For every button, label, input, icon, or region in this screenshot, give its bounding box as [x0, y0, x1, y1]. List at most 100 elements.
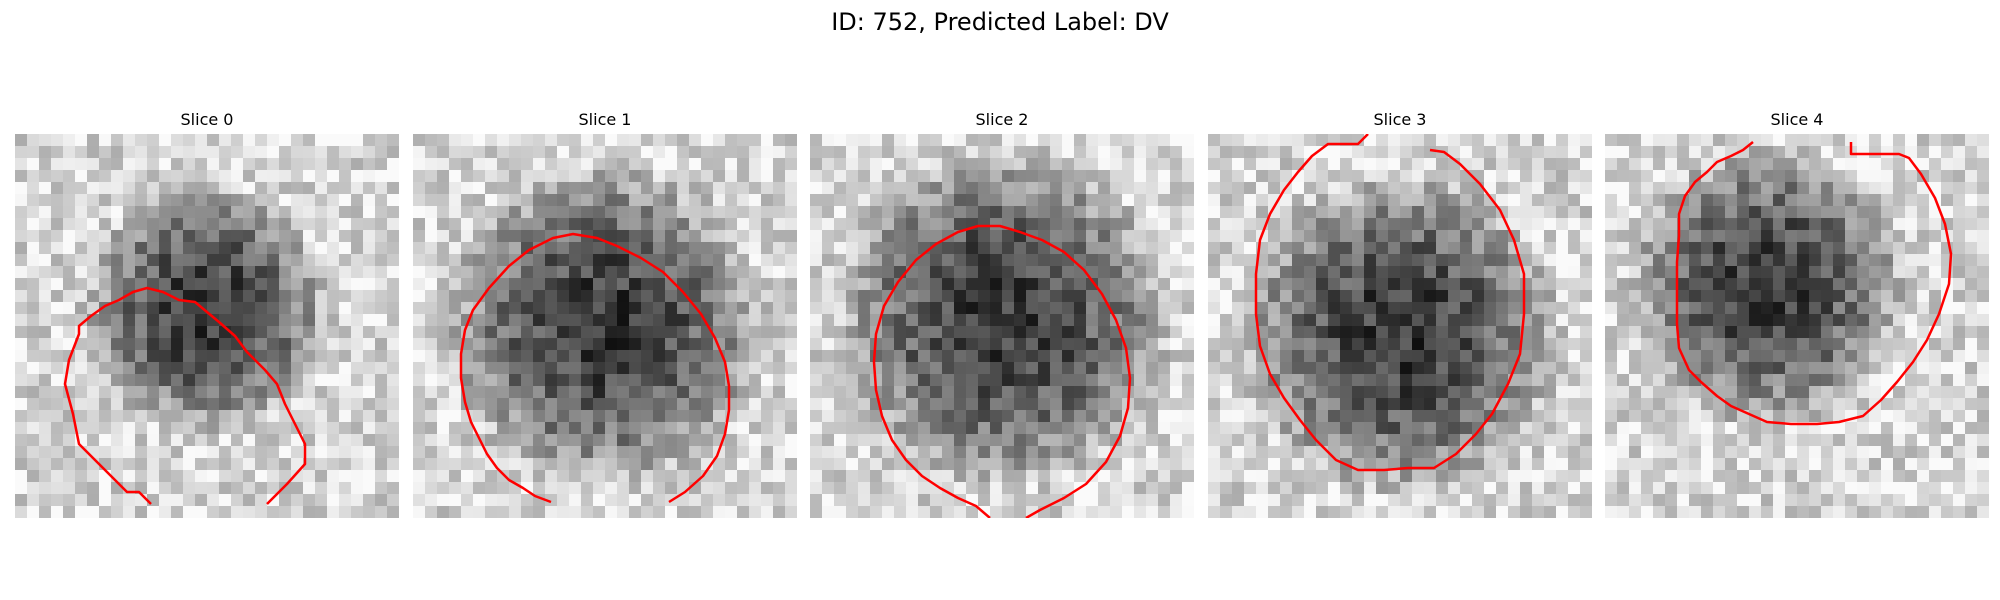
- image-pixel: [1713, 266, 1726, 279]
- image-pixel: [557, 374, 570, 387]
- image-pixel: [882, 482, 895, 495]
- image-pixel: [1893, 290, 1906, 303]
- image-pixel: [713, 230, 726, 243]
- image-pixel: [243, 446, 256, 459]
- image-pixel: [1220, 170, 1233, 183]
- image-pixel: [1014, 494, 1027, 507]
- image-pixel: [713, 362, 726, 375]
- image-pixel: [1568, 218, 1581, 231]
- image-pixel: [1074, 374, 1087, 387]
- image-pixel: [1134, 506, 1147, 518]
- image-pixel: [1713, 230, 1726, 243]
- image-pixel: [1893, 350, 1906, 363]
- image-pixel: [1785, 170, 1798, 183]
- image-pixel: [255, 146, 268, 159]
- image-pixel: [279, 422, 292, 435]
- image-pixel: [954, 506, 967, 518]
- image-pixel: [665, 170, 678, 183]
- image-pixel: [1256, 134, 1269, 147]
- image-pixel: [1460, 302, 1473, 315]
- image-pixel: [882, 254, 895, 267]
- image-pixel: [1544, 482, 1557, 495]
- image-pixel: [1917, 242, 1930, 255]
- image-pixel: [1244, 446, 1257, 459]
- image-pixel: [425, 398, 438, 411]
- image-pixel: [123, 266, 136, 279]
- image-pixel: [785, 350, 797, 363]
- image-pixel: [1737, 206, 1750, 219]
- image-pixel: [569, 170, 582, 183]
- image-pixel: [1182, 458, 1194, 471]
- image-pixel: [1701, 206, 1714, 219]
- image-pixel: [87, 362, 100, 375]
- image-pixel: [725, 422, 738, 435]
- image-pixel: [653, 434, 666, 447]
- image-pixel: [123, 458, 136, 471]
- image-pixel: [159, 446, 172, 459]
- image-pixel: [219, 470, 232, 483]
- image-pixel: [123, 230, 136, 243]
- image-pixel: [533, 170, 546, 183]
- image-pixel: [1653, 350, 1666, 363]
- image-pixel: [1689, 134, 1702, 147]
- image-pixel: [111, 362, 124, 375]
- image-pixel: [990, 470, 1003, 483]
- image-pixel: [689, 170, 702, 183]
- image-pixel: [1845, 350, 1858, 363]
- image-pixel: [1905, 302, 1918, 315]
- image-pixel: [822, 386, 835, 399]
- image-pixel: [1050, 410, 1063, 423]
- image-pixel: [942, 182, 955, 195]
- image-pixel: [785, 398, 797, 411]
- image-pixel: [689, 314, 702, 327]
- image-pixel: [1749, 254, 1762, 267]
- image-pixel: [375, 206, 388, 219]
- image-pixel: [569, 494, 582, 507]
- image-pixel: [207, 242, 220, 255]
- image-pixel: [315, 338, 328, 351]
- image-pixel: [1074, 242, 1087, 255]
- image-pixel: [1412, 410, 1425, 423]
- image-pixel: [990, 302, 1003, 315]
- image-pixel: [701, 350, 714, 363]
- image-pixel: [1941, 158, 1954, 171]
- image-pixel: [111, 494, 124, 507]
- image-pixel: [363, 470, 376, 483]
- image-pixel: [1965, 218, 1978, 231]
- image-pixel: [665, 218, 678, 231]
- image-pixel: [15, 314, 28, 327]
- image-pixel: [363, 326, 376, 339]
- image-pixel: [425, 362, 438, 375]
- image-pixel: [1304, 230, 1317, 243]
- image-pixel: [1256, 398, 1269, 411]
- image-pixel: [1304, 242, 1317, 255]
- image-pixel: [1122, 482, 1135, 495]
- image-pixel: [509, 242, 522, 255]
- image-pixel: [605, 422, 618, 435]
- image-pixel: [1977, 158, 1989, 171]
- image-pixel: [1845, 182, 1858, 195]
- image-pixel: [593, 362, 606, 375]
- image-pixel: [1002, 386, 1015, 399]
- image-pixel: [1520, 422, 1533, 435]
- image-pixel: [1641, 314, 1654, 327]
- image-pixel: [1146, 302, 1159, 315]
- image-pixel: [1158, 158, 1171, 171]
- image-pixel: [231, 494, 244, 507]
- image-pixel: [870, 206, 883, 219]
- image-pixel: [1014, 350, 1027, 363]
- image-pixel: [473, 146, 486, 159]
- image-pixel: [533, 146, 546, 159]
- image-pixel: [1520, 338, 1533, 351]
- image-pixel: [557, 194, 570, 207]
- image-pixel: [593, 338, 606, 351]
- image-pixel: [123, 242, 136, 255]
- image-pixel: [1062, 434, 1075, 447]
- image-pixel: [1340, 422, 1353, 435]
- image-pixel: [267, 302, 280, 315]
- image-pixel: [1208, 230, 1221, 243]
- image-pixel: [1893, 206, 1906, 219]
- image-pixel: [665, 410, 678, 423]
- image-pixel: [1436, 386, 1449, 399]
- image-pixel: [557, 434, 570, 447]
